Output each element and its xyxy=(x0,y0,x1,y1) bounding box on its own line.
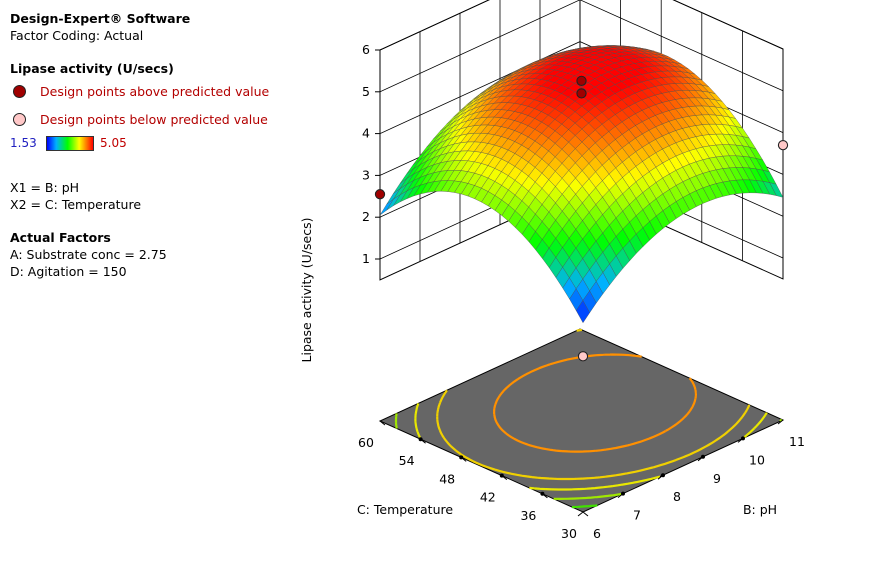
y-tick-mark xyxy=(379,420,386,426)
floor-plane xyxy=(378,328,785,513)
color-ramp-bar xyxy=(46,135,94,151)
factor-a: A: Substrate conc = 2.75 xyxy=(10,247,167,262)
y-axis-title: C: Temperature xyxy=(357,502,453,517)
y-tick-label: 42 xyxy=(480,490,496,505)
y-tick-dot xyxy=(540,491,545,496)
design-points xyxy=(374,75,789,362)
legend-above: Design points above predicted value xyxy=(10,77,269,105)
z-gridline xyxy=(379,0,784,93)
contour-floor xyxy=(378,328,785,513)
factor-coding: Factor Coding: Actual xyxy=(10,28,144,43)
legend-above-label: Design points above predicted value xyxy=(40,83,270,99)
x-tick-label: 6 xyxy=(593,526,601,541)
color-ramp: 1.53 5.05 xyxy=(10,133,269,153)
info-panel: Design-Expert® Software Factor Coding: A… xyxy=(10,10,269,280)
design-point-below xyxy=(777,139,789,151)
software-title: Design-Expert® Software xyxy=(10,11,191,26)
x-tick-mark xyxy=(777,419,784,425)
ramp-max: 5.05 xyxy=(100,135,127,150)
x-tick-mark xyxy=(577,511,584,517)
z-tick-label: 6 xyxy=(362,42,370,57)
z-tick-label: 1 xyxy=(362,251,370,266)
contour-line xyxy=(493,353,697,453)
ramp-min: 1.53 xyxy=(10,135,37,150)
y-tick-label: 54 xyxy=(399,453,415,468)
z-tick-label: 2 xyxy=(362,209,370,224)
z-axis-title: Lipase activity (U/secs) xyxy=(299,218,314,363)
y-tick-label: 30 xyxy=(561,526,577,541)
axis-labels: 1 2 3 4 5 6 Lipase activity (U/secs) 6 7 8 9 10 11 30… xyxy=(299,42,805,541)
x-tick-label: 10 xyxy=(749,452,765,467)
legend-below: Design points below predicted value xyxy=(10,105,269,133)
y-tick-label: 48 xyxy=(439,471,455,486)
y-tick-dot xyxy=(499,473,504,478)
z-tick-label: 4 xyxy=(362,126,370,141)
response-title: Lipase activity (U/secs) xyxy=(10,61,174,76)
legend-below-label: Design points below predicted value xyxy=(40,111,268,127)
y-tick-label: 36 xyxy=(520,508,536,523)
y-tick-label: 60 xyxy=(358,435,374,450)
z-tick-label: 3 xyxy=(362,167,370,182)
contour-line xyxy=(414,403,768,491)
x-tick-label: 11 xyxy=(789,434,805,449)
x-tick-dot xyxy=(701,454,705,459)
design-point-above xyxy=(576,75,587,86)
x-tick-label: 9 xyxy=(713,471,721,486)
x-tick-dot xyxy=(661,473,665,478)
contour-line xyxy=(394,413,783,500)
x2-factor: X2 = C: Temperature xyxy=(10,197,142,212)
y-tick-dot xyxy=(459,455,464,460)
x-tick-dot xyxy=(621,491,625,496)
actual-factors-title: Actual Factors xyxy=(10,230,111,245)
contour-line xyxy=(571,504,598,509)
x-tick-label: 8 xyxy=(673,489,681,504)
x-axis-title: B: pH xyxy=(743,502,777,517)
y-tick-mark xyxy=(582,511,589,517)
y-tick-dot xyxy=(418,437,423,442)
z-tick-label: 5 xyxy=(362,84,370,99)
contour-line xyxy=(436,328,751,481)
x1-factor: X1 = B: pH xyxy=(10,180,80,195)
design-point-above xyxy=(374,189,386,200)
below-point-icon xyxy=(13,112,26,126)
above-point-icon xyxy=(13,84,26,98)
factor-d: D: Agitation = 150 xyxy=(10,264,127,279)
design-point-below xyxy=(577,351,589,362)
z-gridline xyxy=(379,0,784,51)
response-surface xyxy=(379,45,784,324)
x-tick-dot xyxy=(741,436,745,441)
surface-cell xyxy=(575,300,590,324)
design-point-above xyxy=(576,88,587,99)
x-tick-label: 7 xyxy=(633,508,641,523)
